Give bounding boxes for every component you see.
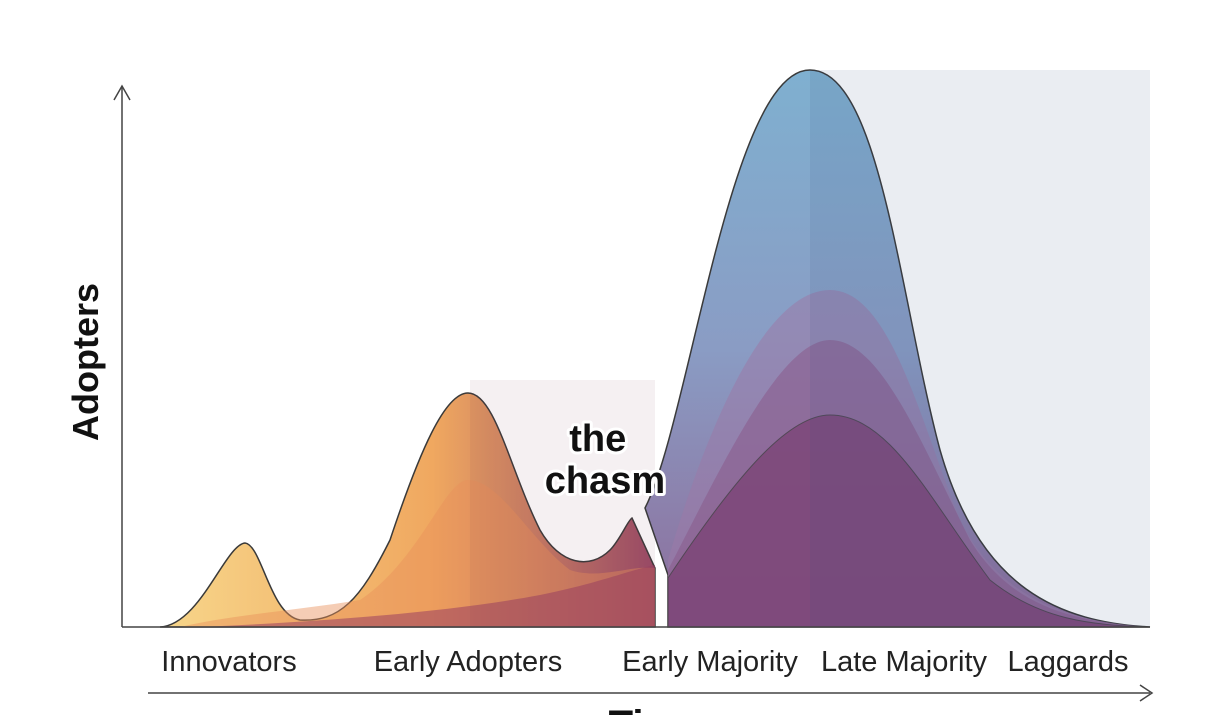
time-arrowhead	[1139, 684, 1154, 702]
chasm-label: the chasm	[545, 418, 665, 502]
segment-label: Late Majority	[821, 646, 988, 678]
segment-label: Early Adopters	[374, 646, 563, 678]
right-inner-dark	[667, 414, 1151, 628]
left-inner-dark	[200, 565, 655, 627]
segment-label: Early Majority	[622, 646, 798, 678]
segment-label: Innovators	[161, 646, 296, 678]
chasm-line: the	[569, 418, 626, 460]
segment-label: Laggards	[1008, 646, 1129, 678]
left-curve	[159, 392, 656, 628]
left-inner	[180, 480, 655, 627]
y-arrow	[113, 84, 131, 101]
left-shade	[470, 380, 655, 627]
right-shade	[810, 70, 1150, 627]
x-axis-label: Time	[609, 703, 702, 715]
y-axis-label: Adopters	[65, 283, 106, 441]
chasm-line: chasm	[545, 460, 665, 502]
